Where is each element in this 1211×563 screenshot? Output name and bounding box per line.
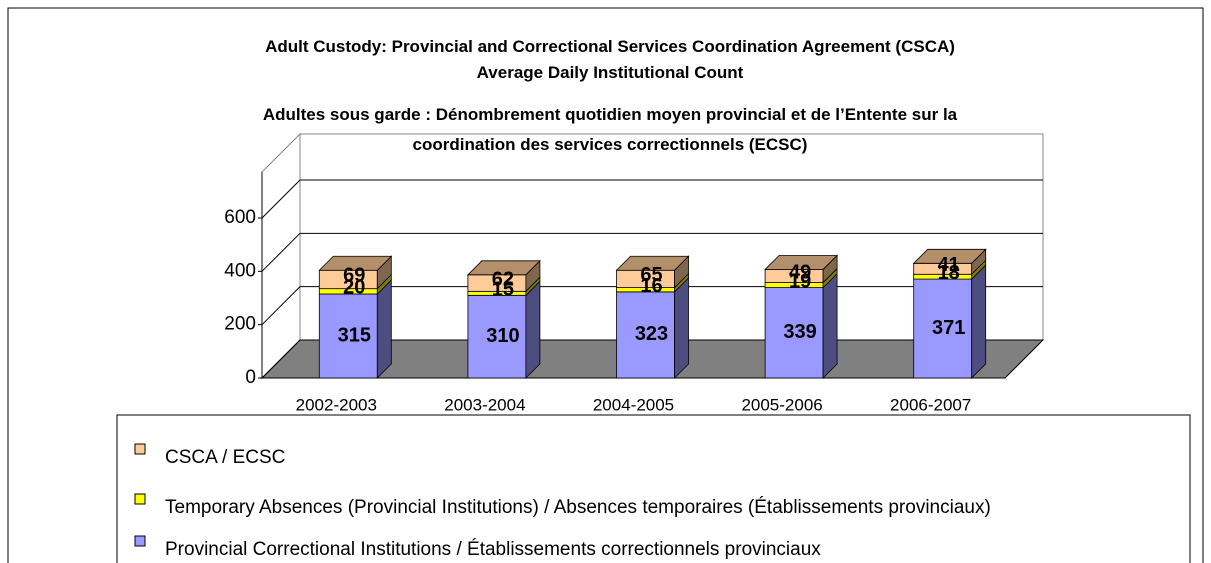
legend-label: Temporary Absences (Provincial Instituti… [165,497,991,518]
x-tick-label: 2005-2006 [741,395,822,414]
x-tick-label: 2004-2005 [593,395,674,414]
bar-top [615,255,690,271]
legend-label: CSCA / ECSC [165,447,285,468]
y-tick-label: 400 [224,260,256,281]
bar-front [318,293,378,379]
legend-label: Provincial Correctional Institutions / É… [165,539,821,560]
grid-line [261,179,1043,219]
bar-side [674,276,689,379]
bar-side [971,264,987,379]
value-label: 19 [789,270,811,292]
value-label: 65 [640,264,662,286]
grid-line [261,232,1043,272]
bar-front [913,278,973,379]
bar-top [466,260,541,276]
chart-title: Adult Custody: Provincial and Correction… [265,37,955,82]
chart-subtitle: Adultes sous garde : Dénombrement quotid… [262,105,958,154]
value-label: 315 [338,324,371,346]
value-label: 49 [789,261,811,283]
bar-front [616,291,675,379]
y-tick-label: 0 [245,367,256,388]
bar-side [525,280,541,379]
x-tick-label: 2006-2007 [890,395,971,414]
bar-top [764,255,839,270]
bar-side [376,279,392,379]
bar-top [318,255,393,271]
bar-top [912,248,987,264]
y-tick-label: 200 [224,314,256,335]
x-tick-label: 2002-2003 [296,395,377,414]
value-label: 41 [938,254,960,276]
value-label: 339 [783,321,816,343]
bar-front [467,294,527,379]
y-tick-label: 600 [224,207,256,228]
value-label: 18 [938,262,960,284]
legend-swatch [134,493,146,505]
value-label: 20 [343,277,365,299]
value-label: 310 [486,325,519,347]
legend-swatch [134,535,146,547]
legend-box [116,414,1191,563]
value-label: 323 [635,323,668,345]
value-label: 69 [343,265,365,287]
value-label: 15 [492,279,514,301]
frame [7,7,1204,563]
value-label: 371 [932,317,965,339]
x-tick-label: 2003-2004 [444,395,525,414]
legend-swatch [134,443,146,455]
value-label: 62 [492,268,514,290]
value-label: 16 [640,275,662,297]
bar-side [822,272,838,379]
side-wall [261,132,301,380]
